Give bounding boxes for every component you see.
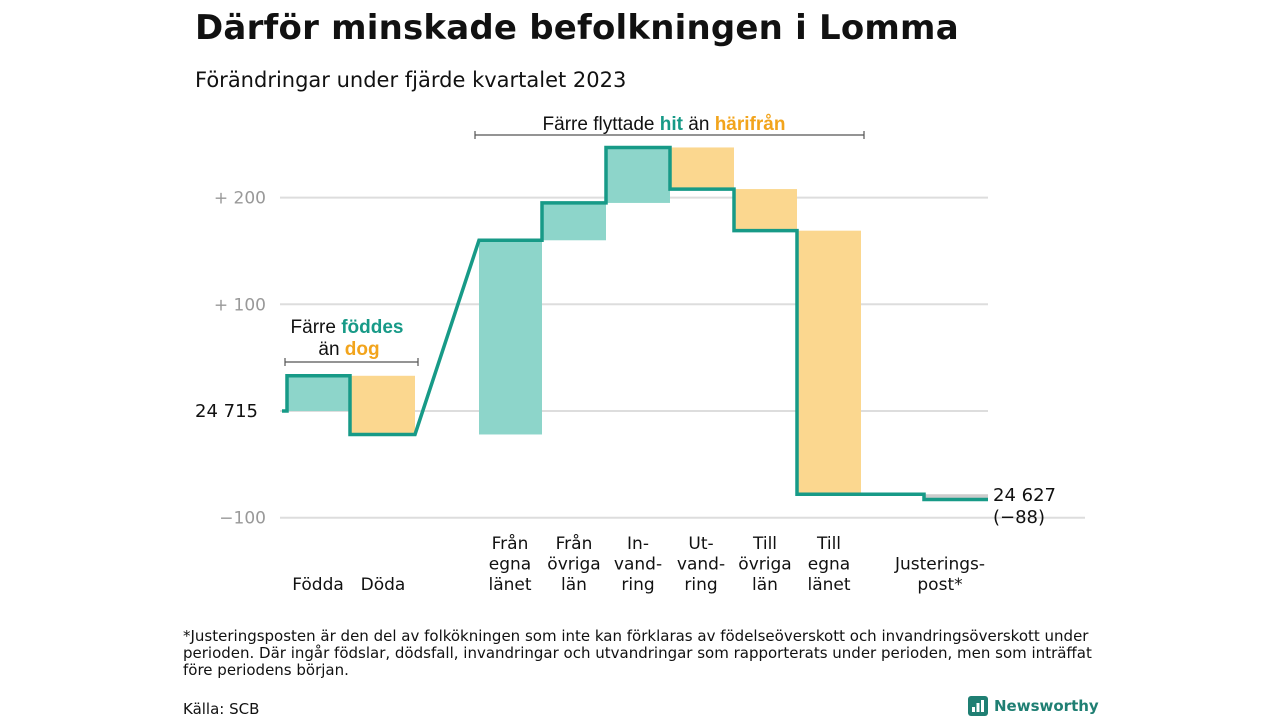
cumulative-step-line — [282, 145, 988, 502]
births-annotation-line2-part-1: dog — [345, 339, 380, 360]
x-label-4-1: vand- — [614, 555, 662, 575]
x-label-2-2: länet — [488, 575, 531, 595]
end-value-label-1: (−88) — [993, 507, 1045, 528]
bar-3 — [542, 202, 606, 241]
births-annotation-line2: än dog — [318, 339, 379, 360]
x-label-2-1: egna — [489, 555, 531, 575]
bar-2 — [479, 240, 542, 435]
x-label-0-0: Födda — [292, 575, 344, 595]
x-label-4-0: In- — [627, 534, 649, 554]
start-value-label: 24 715 — [195, 401, 258, 422]
x-label-3-2: län — [561, 575, 587, 595]
end-value-label-0: 24 627 — [993, 485, 1056, 506]
births-annotation-line1-part-1: föddes — [341, 317, 403, 338]
migration-annotation: Färre flyttade hit än härifrån — [543, 114, 786, 135]
x-label-6-0: Till — [752, 534, 777, 554]
x-label-6-2: län — [752, 575, 778, 595]
bar-7 — [797, 230, 861, 495]
x-label-5-0: Ut- — [688, 534, 713, 554]
bar-0 — [287, 375, 350, 411]
x-label-1-0: Döda — [361, 575, 406, 595]
migration-annotation-part-1: hit — [660, 114, 684, 135]
x-label-2-0: Från — [492, 533, 529, 554]
chart-subtitle: Förändringar under fjärde kvartalet 2023 — [195, 68, 627, 92]
y-tick-label-1: + 100 — [214, 295, 266, 315]
x-label-3-1: övriga — [547, 555, 600, 575]
births-annotation-line1-part-0: Färre — [291, 317, 342, 338]
bar-6 — [734, 189, 797, 231]
brand-logo: Newsworthy — [968, 696, 1099, 716]
births-annotation-line1: Färre föddes — [291, 317, 404, 338]
y-tick-label-3: −100 — [219, 509, 266, 529]
migration-annotation-part-0: Färre flyttade — [543, 114, 660, 135]
x-label-4-2: ring — [621, 575, 654, 595]
bar-8 — [924, 494, 988, 500]
source-label: Källa: SCB — [183, 700, 260, 718]
migration-annotation-part-3: härifrån — [715, 114, 786, 135]
footnote: *Justeringsposten är den del av folkökni… — [183, 627, 1092, 679]
x-label-7-1: egna — [808, 555, 850, 575]
migration-annotation-part-2: än — [683, 114, 715, 135]
x-label-7-2: länet — [807, 575, 850, 595]
x-label-7-0: Till — [816, 534, 841, 554]
y-tick-label-0: + 200 — [214, 189, 266, 209]
bar-1 — [350, 375, 415, 435]
newsworthy-icon — [968, 696, 988, 716]
waterfall-chart: + 200 + 100 −100 24 715 24 627(−88) Födda Döda… — [195, 114, 1085, 595]
bar-4 — [606, 147, 670, 203]
bar-5 — [670, 147, 734, 190]
brand-name: Newsworthy — [994, 697, 1099, 715]
x-label-5-2: ring — [684, 575, 717, 595]
x-label-6-1: övriga — [738, 555, 791, 575]
x-label-8-0: Justerings- — [894, 555, 985, 575]
x-label-8-1: post* — [917, 575, 962, 595]
x-label-5-1: vand- — [677, 555, 725, 575]
chart-title: Därför minskade befolkningen i Lomma — [195, 8, 959, 48]
births-annotation-line2-part-0: än — [318, 339, 344, 360]
x-label-3-0: Från — [556, 533, 593, 554]
